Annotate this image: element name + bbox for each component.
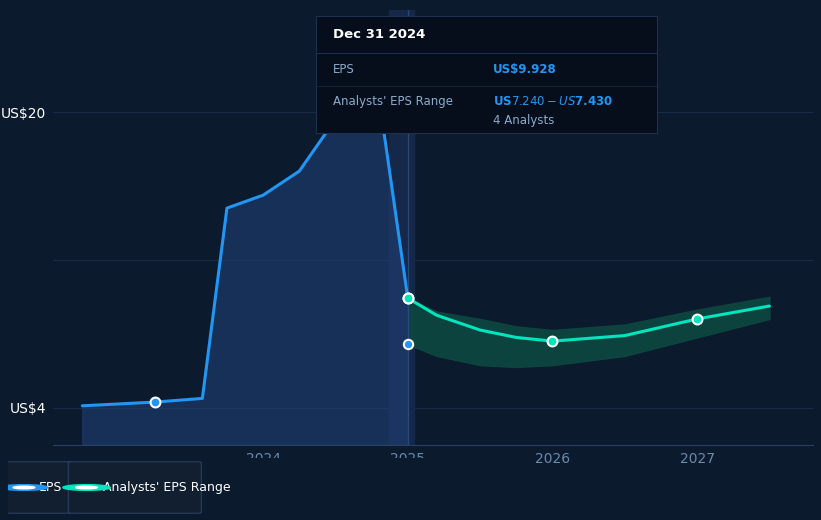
Point	[690, 315, 704, 323]
Circle shape	[76, 486, 98, 489]
Text: Analysts' EPS Range: Analysts' EPS Range	[103, 481, 231, 494]
Text: US$9.928: US$9.928	[493, 63, 557, 76]
Point	[148, 398, 161, 406]
Point	[401, 340, 415, 348]
Text: EPS: EPS	[333, 63, 355, 76]
Bar	[389, 10, 414, 445]
Circle shape	[0, 485, 48, 490]
Text: Analysts Forecasts: Analysts Forecasts	[420, 78, 536, 91]
Text: Actual: Actual	[355, 78, 399, 91]
Text: Analysts' EPS Range: Analysts' EPS Range	[333, 95, 453, 108]
Point	[401, 294, 415, 302]
Text: 4 Analysts: 4 Analysts	[493, 114, 555, 127]
Text: Dec 31 2024: Dec 31 2024	[333, 28, 425, 41]
FancyBboxPatch shape	[68, 462, 201, 513]
Point	[546, 337, 559, 345]
FancyBboxPatch shape	[6, 462, 72, 513]
Text: US$7.240 - US$7.430: US$7.240 - US$7.430	[493, 95, 613, 108]
Circle shape	[63, 485, 110, 490]
Circle shape	[13, 486, 34, 489]
Point	[401, 294, 415, 302]
Text: EPS: EPS	[39, 481, 62, 494]
